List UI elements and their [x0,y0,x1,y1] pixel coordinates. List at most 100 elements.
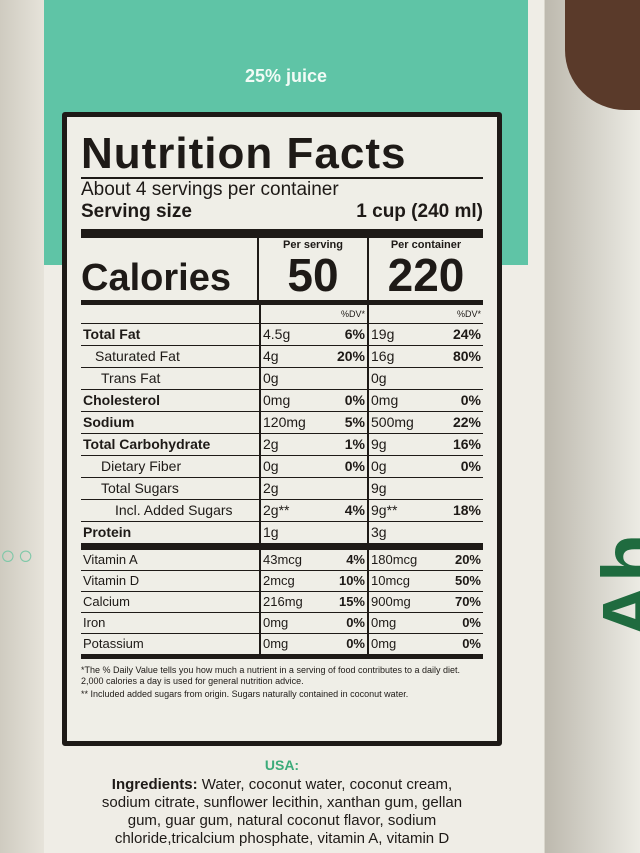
serving-amount: 0g [263,370,279,386]
nutrient-name: Vitamin D [81,571,259,591]
footnote-sugars: ** Included added sugars from origin. Su… [81,689,409,699]
nutrient-row: Protein 1g 3g [81,522,483,544]
nutrient-name-text: Saturated Fat [95,348,180,364]
serving-dv: 15% [338,594,365,609]
per-container-cell: 500mg 22% [369,412,483,433]
nutrient-row: Total Fat 4.5g 6% 19g 24% [81,324,483,346]
serving-dv: 5% [344,414,365,430]
serving-amount: 2g [263,480,279,496]
calories-container: 220 [387,249,465,301]
serving-amount: 43mcg [263,552,303,567]
serving-amount: 0mg [263,636,289,651]
container-dv: 24% [452,326,481,342]
container-dv: 80% [452,348,481,364]
per-serving-header: Per serving [283,239,343,251]
nutrient-row: Total Carbohydrate 2g 1% 9g 16% [81,434,483,456]
serving-dv: 0% [346,636,365,651]
nutrient-name: Protein [81,522,259,543]
nutrient-name-text: Cholesterol [83,392,161,408]
container-amount: 9g [371,480,387,496]
serving-dv: 0% [344,392,365,408]
servings-per-container: About 4 servings per container [81,179,483,201]
per-container-cell: 900mg 70% [369,592,483,612]
container-amount: 10mcg [371,573,411,588]
container-amount: 19g [371,326,395,342]
serving-amount: 1g [263,524,279,540]
label-panel: Nutrition Facts About 4 servings per con… [62,112,502,848]
per-serving-cell: 4.5g 6% [259,324,369,345]
nutrient-name: Trans Fat [81,368,259,389]
per-container-cell: 16g 80% [369,346,483,367]
per-serving-cell: 0mg 0% [259,390,369,411]
juice-banner: 25% juice [244,66,328,86]
container-amount: 180mcg [371,552,418,567]
serving-dv: 20% [336,348,365,364]
nutrient-row: Vitamin D 2mcg 10% 10mcg 50% [81,571,483,592]
serving-dv: 6% [344,326,365,342]
per-container-cell: 19g 24% [369,324,483,345]
per-serving-cell: 2g** 4% [259,500,369,521]
container-dv: 18% [452,502,481,518]
nutrient-name: Iron [81,613,259,633]
container-amount: 0g [371,458,387,474]
nutrient-name-text: Dietary Fiber [101,458,182,474]
per-container-cell: 0g [369,368,483,389]
dv-header-serving: %DV* [259,305,369,323]
nutrient-name: Dietary Fiber [81,456,259,477]
per-container-cell: 10mcg 50% [369,571,483,591]
brand-graphic: Ah [586,533,640,640]
container-dv: 22% [452,414,481,430]
serving-dv: 4% [344,502,365,518]
label-title: Nutrition Facts [81,129,407,178]
serving-size-value: 1 cup (240 ml) [356,201,483,222]
nutrient-name-text: Vitamin A [83,552,138,567]
container-amount: 500mg [371,414,414,430]
container-dv: 0% [460,392,481,408]
nutrient-row: Cholesterol 0mg 0% 0mg 0% [81,390,483,412]
nutrient-name-text: Iron [83,615,106,630]
nutrient-name: Total Carbohydrate [81,434,259,455]
left-carton-graphic: ○○ [0,540,36,570]
serving-amount: 120mg [263,414,306,430]
per-serving-cell: 0mg 0% [259,613,369,633]
nutrient-name: Vitamin A [81,550,259,570]
per-serving-cell: 43mcg 4% [259,550,369,570]
per-serving-cell: 2g 1% [259,434,369,455]
nutrient-name: Cholesterol [81,390,259,411]
nutrient-name-text: Total Fat [83,326,141,342]
nutrient-row: Incl. Added Sugars 2g** 4% 9g** 18% [81,500,483,522]
container-amount: 900mg [371,594,411,609]
container-dv: 16% [452,436,481,452]
calories-serving: 50 [287,249,339,301]
per-container-header: Per container [390,239,462,251]
nutrient-row: Iron 0mg 0% 0mg 0% [81,613,483,634]
serving-dv: 10% [338,573,365,588]
nutrient-row: Saturated Fat 4g 20% 16g 80% [81,346,483,368]
nutrition-label: Nutrition Facts About 4 servings per con… [62,112,502,746]
nutrient-name: Saturated Fat [81,346,259,367]
nutrient-row: Potassium 0mg 0% 0mg 0% [81,634,483,655]
serving-dv: 0% [344,458,365,474]
nutrient-name: Calcium [81,592,259,612]
container-dv: 50% [454,573,481,588]
footnote-dv: *The % Daily Value tells you how much a … [81,665,461,686]
calories-label: Calories [81,238,259,300]
dv-header-container: %DV* [456,309,481,319]
nutrient-row: Total Sugars 2g 9g [81,478,483,500]
ingredients: Ingredients: Water, coconut water, cocon… [92,776,472,848]
serving-amount: 216mg [263,594,303,609]
serving-dv: 1% [344,436,365,452]
nutrient-row: Vitamin A 43mcg 4% 180mcg 20% [81,550,483,571]
container-dv: 0% [462,636,481,651]
per-container-cell: 180mcg 20% [369,550,483,570]
per-serving-cell: 216mg 15% [259,592,369,612]
per-serving-cell: 1g [259,522,369,543]
serving-amount: 4g [263,348,279,364]
nutrient-name-text: Trans Fat [101,370,161,386]
per-container-cell: 9g** 18% [369,500,483,521]
container-amount: 16g [371,348,395,364]
container-dv: 0% [460,458,481,474]
nutrient-name: Sodium [81,412,259,433]
servings-text: About 4 servings per container [81,179,339,200]
per-container-cell: 9g [369,478,483,499]
